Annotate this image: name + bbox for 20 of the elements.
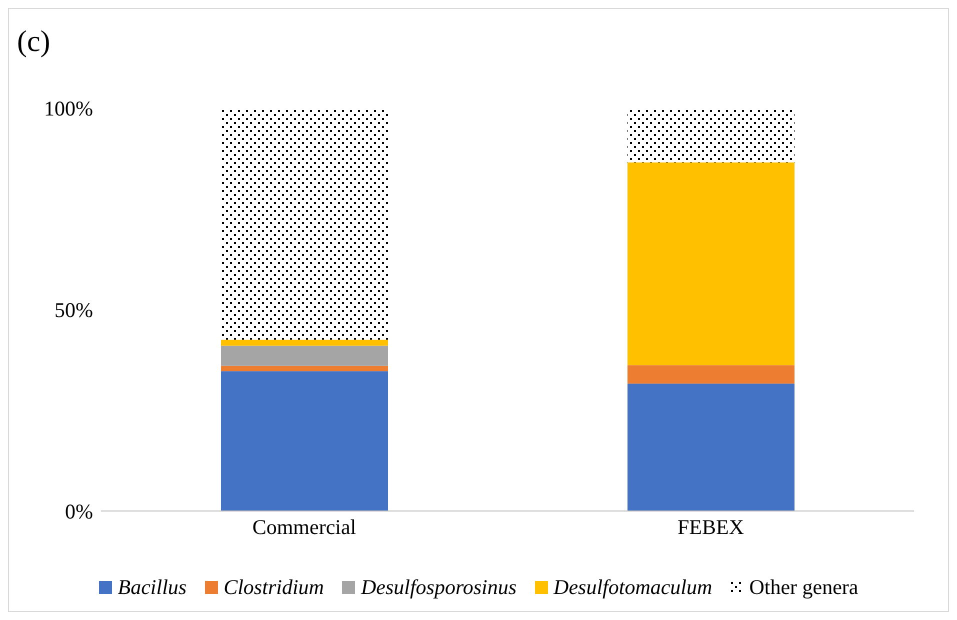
y-tick-label: 50% [54, 298, 93, 322]
legend-label: Desulfotomaculum [554, 575, 712, 600]
bar [221, 340, 388, 346]
bar [628, 365, 794, 384]
y-tick-label: 0% [65, 499, 93, 524]
legend-label: Bacillus [118, 575, 187, 600]
legend-label: Clostridium [224, 575, 324, 600]
bar [628, 384, 794, 511]
bar [628, 162, 794, 366]
bar [221, 108, 388, 340]
bar [221, 371, 388, 511]
bar [628, 108, 794, 162]
y-tick-label: 100% [44, 96, 93, 120]
x-tick-label: FEBEX [677, 514, 744, 539]
legend-label: Desulfosporosinus [360, 575, 517, 600]
x-tick-label: Commercial [252, 514, 356, 539]
bar [221, 346, 388, 366]
bar [221, 366, 388, 372]
legend-label: Other genera [749, 575, 858, 600]
chart-title: (c) [17, 25, 50, 59]
